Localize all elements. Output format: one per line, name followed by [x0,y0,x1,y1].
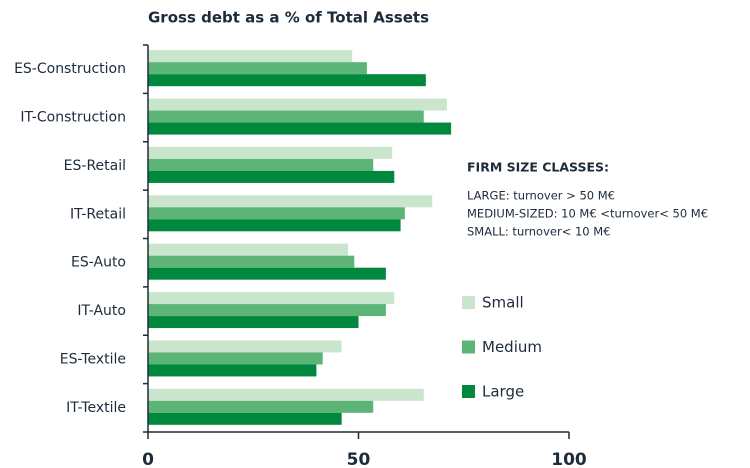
legend-label: Medium [482,338,542,356]
bar [148,364,317,377]
x-tick-label: 50 [347,450,371,468]
y-tick-label: IT-Retail [70,206,126,222]
bar [148,340,342,353]
y-tick-label: ES-Construction [14,61,126,77]
bar [148,267,386,280]
bar [148,292,395,305]
bar [148,255,355,268]
bar [148,122,452,135]
bar [148,388,424,401]
y-tick-label: ES-Textile [60,351,126,367]
x-tick-label: 100 [551,450,587,468]
bar [148,146,393,159]
bar [148,352,323,365]
bar [148,110,424,123]
annotation: SMALL: turnover< 10 M€ [467,225,611,239]
y-tick-label: ES-Retail [64,158,126,174]
y-tick-label: ES-Auto [71,255,126,271]
bar [148,304,386,317]
bar [148,412,342,425]
bar [148,219,401,232]
legend-swatch [462,385,475,398]
y-tick-label: IT-Auto [77,303,126,319]
annotation: MEDIUM-SIZED: 10 M€ <turnover< 50 M€ [467,207,708,221]
legend-label: Small [482,294,524,312]
bar [148,50,353,63]
x-tick-label: 0 [142,450,154,468]
chart-title: Gross debt as a % of Total Assets [148,9,429,27]
bar [148,316,359,329]
bar [148,74,426,87]
bar [148,195,433,208]
bar [148,207,405,220]
bar [148,170,395,183]
legend-label: Large [482,383,524,401]
bar [148,400,374,413]
bar [148,243,348,256]
annotation-heading: FIRM SIZE CLASSES: [467,160,609,175]
legend-swatch [462,340,475,354]
bar [148,62,367,75]
bar [148,98,447,111]
bar [148,158,374,171]
legend-swatch [462,296,475,309]
y-tick-label: IT-Textile [66,400,126,416]
annotation: LARGE: turnover > 50 M€ [467,189,615,203]
y-tick-label: IT-Construction [20,110,126,126]
